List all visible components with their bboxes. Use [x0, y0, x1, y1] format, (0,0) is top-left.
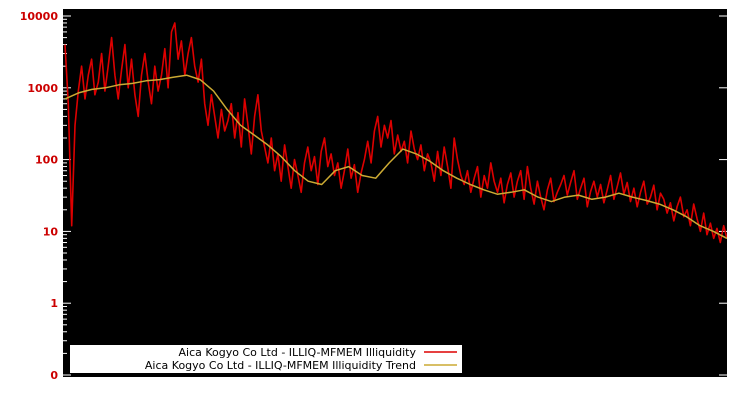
legend-label-illiquidity: Aica Kogyo Co Ltd - ILLIQ-MFMEM Illiquid… — [179, 346, 417, 359]
series-group — [64, 22, 727, 244]
plot-area — [62, 8, 728, 378]
legend: Aica Kogyo Co Ltd - ILLIQ-MFMEM Illiquid… — [70, 345, 462, 373]
plot-border — [62, 8, 728, 378]
y-tick-label: 1000 — [27, 82, 58, 95]
legend-box — [70, 345, 462, 373]
y-tick-label: 10 — [43, 225, 59, 238]
trend-line — [64, 74, 727, 240]
y-tick-label: 1 — [50, 297, 58, 310]
illiquidity-line — [64, 22, 727, 244]
y-tick-label: 100 — [35, 154, 58, 167]
legend-label-trend: Aica Kogyo Co Ltd - ILLIQ-MFMEM Illiquid… — [145, 359, 416, 372]
y-tick-label: 0 — [50, 369, 58, 382]
y-tick-label: 10000 — [20, 10, 59, 23]
